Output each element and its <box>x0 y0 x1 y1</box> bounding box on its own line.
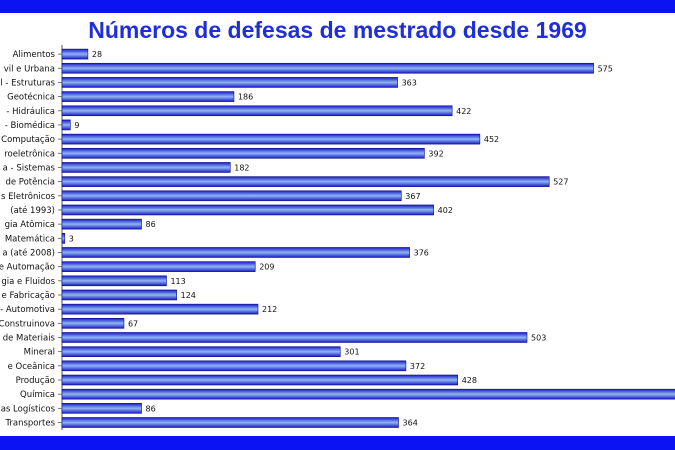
value-label: 367 <box>405 192 420 201</box>
category-label: Matemática <box>5 234 55 244</box>
value-labels-group: 28 575 363 186 422 9 452 392 182 527 367 402 86 3 376 2… <box>69 50 613 428</box>
category-label: Transportes <box>4 419 55 429</box>
value-label: 9 <box>74 121 79 130</box>
value-label: 422 <box>456 107 471 116</box>
bar <box>61 105 453 117</box>
value-label: 364 <box>403 419 418 428</box>
value-label: 3 <box>69 234 74 243</box>
bar <box>61 62 594 74</box>
bar <box>61 233 66 244</box>
bar <box>61 346 341 357</box>
category-label: gia e Fluidos <box>1 277 55 287</box>
bar <box>61 332 528 343</box>
category-label: e Oceânica <box>8 362 55 372</box>
bar <box>61 417 399 428</box>
value-label: 86 <box>146 220 156 229</box>
chart-title: Números de defesas de mestrado desde 196… <box>88 17 587 43</box>
bar <box>61 119 71 131</box>
bar <box>61 403 142 414</box>
bar <box>61 374 458 386</box>
value-label: 372 <box>410 362 425 371</box>
bar <box>61 275 167 287</box>
bottom-band <box>0 436 675 450</box>
category-label: Alimentos <box>13 50 56 60</box>
value-label: 186 <box>238 93 253 102</box>
bar <box>61 190 402 202</box>
value-label: 113 <box>170 277 185 286</box>
bar <box>61 261 256 272</box>
category-label: as Logísticos <box>1 404 56 414</box>
category-label: e Automação <box>0 263 55 273</box>
value-label: 124 <box>181 291 196 300</box>
category-label: a - Sistemas <box>3 163 56 173</box>
category-label: de Potência <box>5 177 55 188</box>
value-label: 428 <box>462 376 477 385</box>
bar <box>61 247 410 258</box>
value-label: 402 <box>438 206 453 215</box>
bar <box>61 48 89 60</box>
value-label: 212 <box>262 305 277 314</box>
bar <box>61 318 125 329</box>
category-label: a (até 2008) <box>2 247 55 258</box>
value-label: 301 <box>344 348 359 357</box>
bar <box>61 388 675 400</box>
category-label: Geotécnica <box>7 92 55 103</box>
bar <box>61 147 425 159</box>
value-label: 67 <box>128 319 138 328</box>
bars-group <box>61 48 675 428</box>
category-label: gia Atômica <box>5 219 55 230</box>
category-label: - Biomédica <box>5 120 55 131</box>
bar <box>61 289 177 301</box>
bar <box>61 176 550 187</box>
category-label: l - Estruturas <box>0 78 55 88</box>
category-label: vil e Urbana <box>4 64 55 74</box>
value-label: 86 <box>146 404 156 413</box>
category-label: Computação <box>1 135 55 145</box>
top-band <box>0 0 675 13</box>
bar <box>61 91 235 102</box>
value-label: 527 <box>553 178 568 187</box>
category-label: Mineral <box>24 348 55 358</box>
bar <box>61 303 259 315</box>
category-label: (até 1993) <box>10 205 55 216</box>
category-label: roeletrônica <box>4 148 55 159</box>
category-labels-group: Alimentos vil e Urbana l - Estruturas Geoté… <box>0 50 62 429</box>
bar <box>61 218 142 230</box>
value-label: 28 <box>92 50 102 59</box>
category-label: Construinova <box>0 319 55 329</box>
value-label: 503 <box>531 333 546 342</box>
value-label: 376 <box>414 248 429 257</box>
category-label: de Materiais <box>3 333 56 343</box>
category-label: Química <box>20 390 55 400</box>
category-label: e Fabricação <box>2 291 55 301</box>
bar <box>61 360 407 372</box>
category-label: Produção <box>16 376 55 386</box>
category-label: s Eletrônicos <box>1 191 56 202</box>
value-label: 452 <box>484 135 499 144</box>
category-label: - Automotiva <box>0 305 55 315</box>
value-label: 363 <box>402 78 417 87</box>
category-label: - Hidráulica <box>6 107 55 117</box>
bar <box>61 204 434 216</box>
value-label: 209 <box>259 263 274 272</box>
bar <box>61 77 398 88</box>
value-label: 575 <box>598 64 613 73</box>
bar <box>61 133 481 145</box>
value-label: 182 <box>234 163 249 172</box>
bar <box>61 162 231 173</box>
value-label: 392 <box>428 149 443 158</box>
